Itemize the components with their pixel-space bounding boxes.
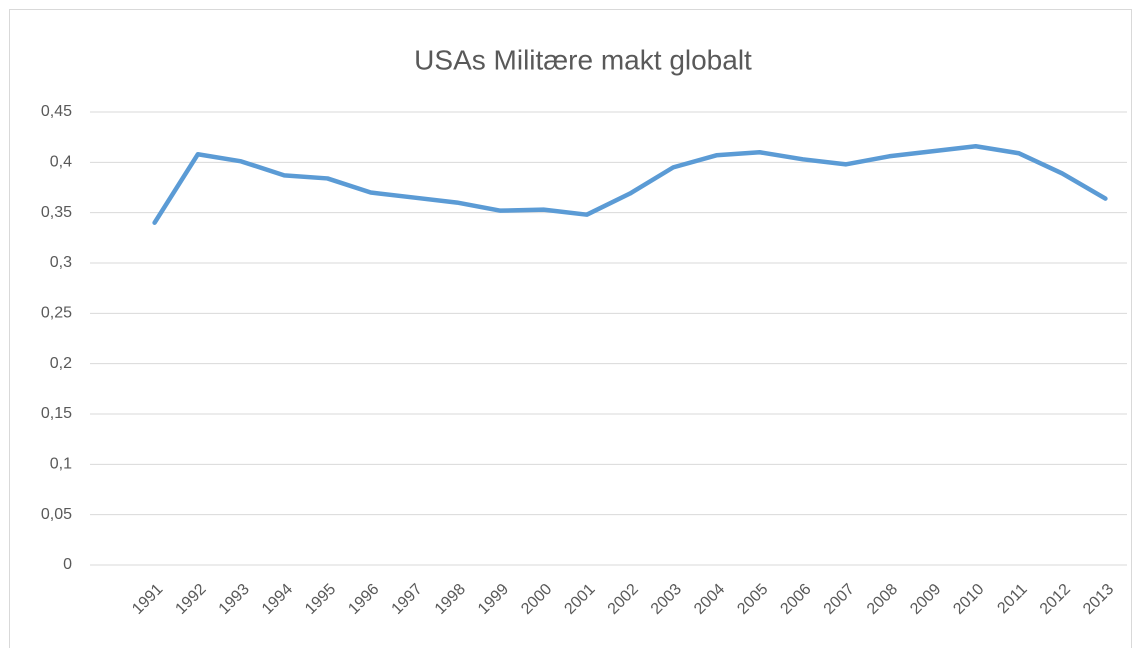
y-tick-label: 0,4	[50, 154, 72, 171]
y-tick-label: 0,15	[41, 405, 72, 422]
y-tick-label: 0,05	[41, 506, 72, 523]
y-tick-label: 0,2	[50, 355, 72, 372]
y-tick-label: 0,35	[41, 204, 72, 221]
y-tick-label: 0	[63, 556, 72, 573]
chart-title: USAs Militære makt globalt	[414, 44, 752, 75]
y-tick-label: 0,1	[50, 456, 72, 473]
y-tick-label: 0,45	[41, 103, 72, 120]
line-series	[152, 143, 1108, 225]
chart-border	[9, 9, 1132, 648]
y-tick-label: 0,3	[50, 254, 72, 271]
y-tick-label: 0,25	[41, 305, 72, 322]
